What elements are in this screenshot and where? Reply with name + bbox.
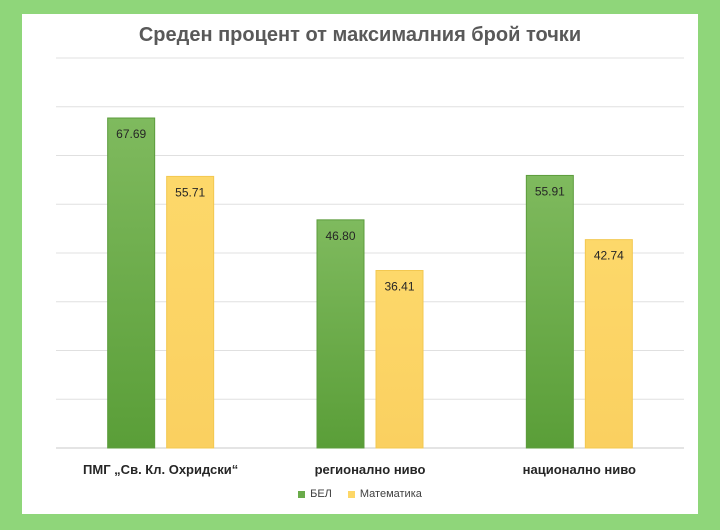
bar-math-1[interactable] <box>375 270 424 449</box>
legend-item-math[interactable]: Математика <box>347 488 422 500</box>
legend-item-bel[interactable]: БЕЛ <box>298 488 332 500</box>
chart-plot-area: 67.69 55.71 46.80 36.41 55.91 42.74 ПМГ „Св. … <box>56 57 684 477</box>
data-label: 36.41 <box>384 280 414 294</box>
data-label: 42.74 <box>594 249 624 263</box>
legend-label-bel: БЕЛ <box>310 488 332 500</box>
data-label: 55.91 <box>535 184 565 198</box>
data-labels: 67.69 55.71 46.80 36.41 55.91 42.74 <box>116 127 624 293</box>
category-labels: ПМГ „Св. Кл. Охридски“ регионално ниво нац… <box>83 462 636 477</box>
gridlines <box>56 57 684 449</box>
data-label: 67.69 <box>116 127 146 141</box>
legend-label-math: Математика <box>359 488 422 500</box>
category-label: ПМГ „Св. Кл. Охридски“ <box>83 462 238 477</box>
bar-math-0[interactable] <box>166 175 215 449</box>
data-label: 55.71 <box>175 185 205 199</box>
data-label: 46.80 <box>325 229 355 243</box>
legend-swatch-bel <box>298 490 306 498</box>
bar-bel-1[interactable] <box>316 219 365 449</box>
bar-bel-2[interactable] <box>525 174 574 449</box>
legend-swatch-math <box>347 490 355 498</box>
bar-math-2[interactable] <box>584 239 633 449</box>
chart-panel: Среден процент от максималния брой точки… <box>22 14 698 514</box>
bar-bel-0[interactable] <box>107 117 156 449</box>
legend: БЕЛ Математика <box>22 488 698 500</box>
category-label: регионално ниво <box>315 462 426 477</box>
category-label: национално ниво <box>523 462 636 477</box>
chart-title: Среден процент от максималния брой точки <box>138 24 582 46</box>
bars <box>107 117 633 449</box>
